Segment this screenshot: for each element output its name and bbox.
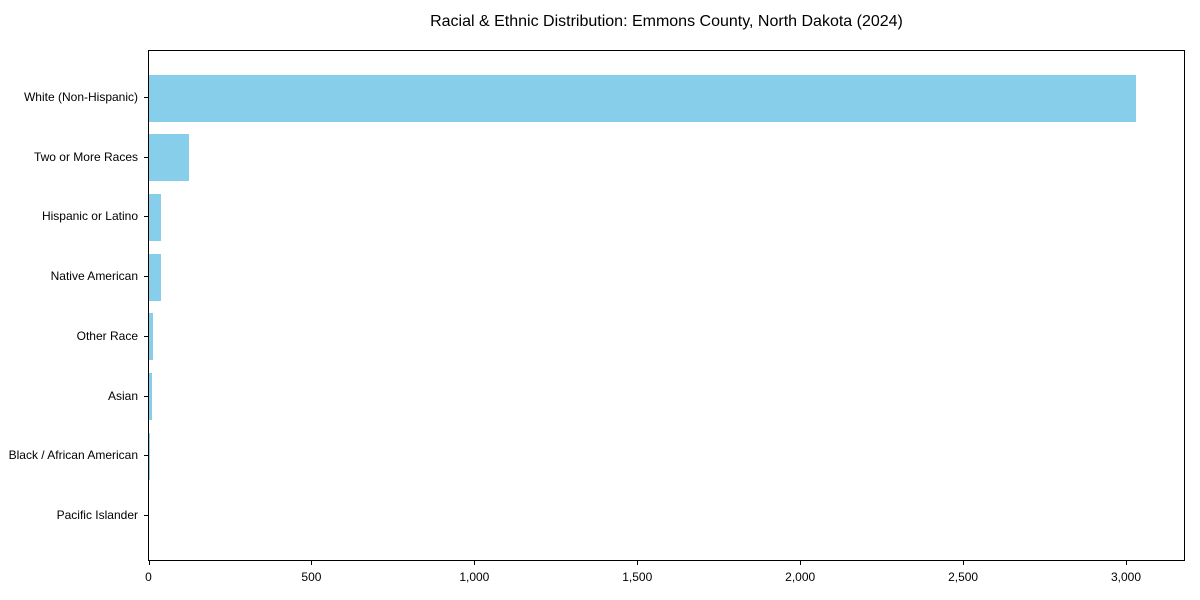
y-tick bbox=[144, 514, 148, 516]
chart-title: Racial & Ethnic Distribution: Emmons Cou… bbox=[430, 13, 903, 30]
y-tick-label: Native American bbox=[50, 269, 138, 284]
x-tick-label: 500 bbox=[301, 570, 322, 584]
y-tick bbox=[144, 395, 148, 397]
bar bbox=[149, 432, 150, 480]
y-tick-label: Pacific Islander bbox=[56, 507, 138, 522]
y-tick bbox=[144, 156, 148, 158]
x-tick-label: 2,000 bbox=[785, 570, 816, 584]
y-tick bbox=[144, 335, 148, 337]
x-tick bbox=[148, 561, 150, 565]
y-tick bbox=[144, 216, 148, 218]
y-tick bbox=[144, 97, 148, 98]
x-tick bbox=[637, 561, 639, 565]
bar bbox=[149, 74, 1137, 122]
y-tick bbox=[144, 276, 148, 278]
bar bbox=[149, 253, 162, 301]
x-tick bbox=[474, 561, 476, 565]
y-tick-label: Black / African American bbox=[8, 448, 138, 463]
bar bbox=[149, 134, 190, 182]
x-tick bbox=[800, 561, 802, 565]
x-tick-label: 3,000 bbox=[1110, 570, 1142, 584]
plot-area bbox=[148, 50, 1185, 561]
bar bbox=[149, 193, 162, 241]
y-tick-label: Asian bbox=[107, 388, 138, 403]
y-tick-label: White (Non-Hispanic) bbox=[23, 90, 138, 104]
x-tick-label: 0 bbox=[145, 570, 152, 584]
y-tick bbox=[144, 455, 148, 457]
x-tick bbox=[311, 561, 313, 565]
x-tick bbox=[1126, 561, 1127, 565]
y-tick-label: Two or More Races bbox=[33, 149, 138, 164]
bar bbox=[149, 313, 153, 361]
x-tick-label: 1,000 bbox=[459, 570, 490, 584]
x-tick-label: 2,500 bbox=[948, 570, 979, 584]
x-tick-label: 1,500 bbox=[622, 570, 653, 584]
y-tick-label: Hispanic or Latino bbox=[41, 209, 138, 224]
y-tick-label: Other Race bbox=[76, 328, 138, 343]
bar bbox=[149, 373, 152, 420]
x-tick bbox=[963, 561, 965, 565]
